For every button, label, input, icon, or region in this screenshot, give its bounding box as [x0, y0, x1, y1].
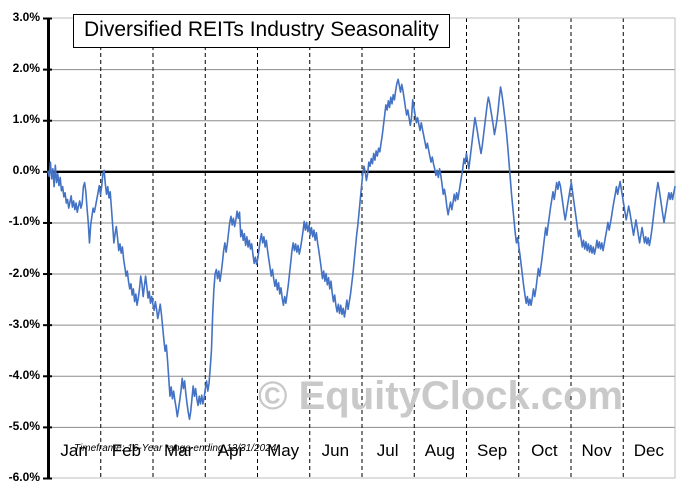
- y-axis-tick-label: -5.0%: [8, 418, 40, 433]
- x-axis-tick-label: Jun: [321, 441, 350, 460]
- chart-timeframe-footnote: Timeframe: 16-Year range ending 12/31/20…: [74, 443, 277, 454]
- y-axis-tick-label: 0.0%: [12, 163, 40, 178]
- x-axis-tick-label: Nov: [581, 441, 612, 460]
- y-axis-tick-label: -1.0%: [8, 214, 40, 229]
- y-axis-tick-label: 3.0%: [12, 10, 40, 24]
- plot-background: [48, 18, 675, 478]
- y-axis-tick-label: 1.0%: [12, 112, 40, 127]
- seasonality-line: [47, 78, 676, 421]
- y-axis-tick-label: -4.0%: [8, 367, 40, 382]
- x-axis-tick-label: Dec: [633, 441, 664, 460]
- x-axis-tick-label: Jan: [60, 441, 88, 460]
- x-axis-tick-label: Jul: [376, 441, 399, 460]
- x-axis-tick-label: Aug: [424, 441, 455, 460]
- y-axis-tick-label: 2.0%: [12, 61, 40, 76]
- x-axis-tick-label: Oct: [531, 441, 558, 460]
- x-axis-tick-label: Apr: [217, 441, 245, 460]
- x-axis-tick-label: May: [267, 441, 300, 460]
- x-axis-tick-label: Mar: [163, 441, 194, 460]
- y-axis-tick-label: -6.0%: [8, 470, 40, 484]
- x-axis-tick-label: Feb: [111, 441, 142, 460]
- y-axis-tick-label: -3.0%: [8, 316, 40, 331]
- y-axis-tick-label: -2.0%: [8, 265, 40, 280]
- x-axis-tick-label: Sep: [477, 441, 508, 460]
- chart-title: Diversified REITs Industry Seasonality: [73, 14, 450, 48]
